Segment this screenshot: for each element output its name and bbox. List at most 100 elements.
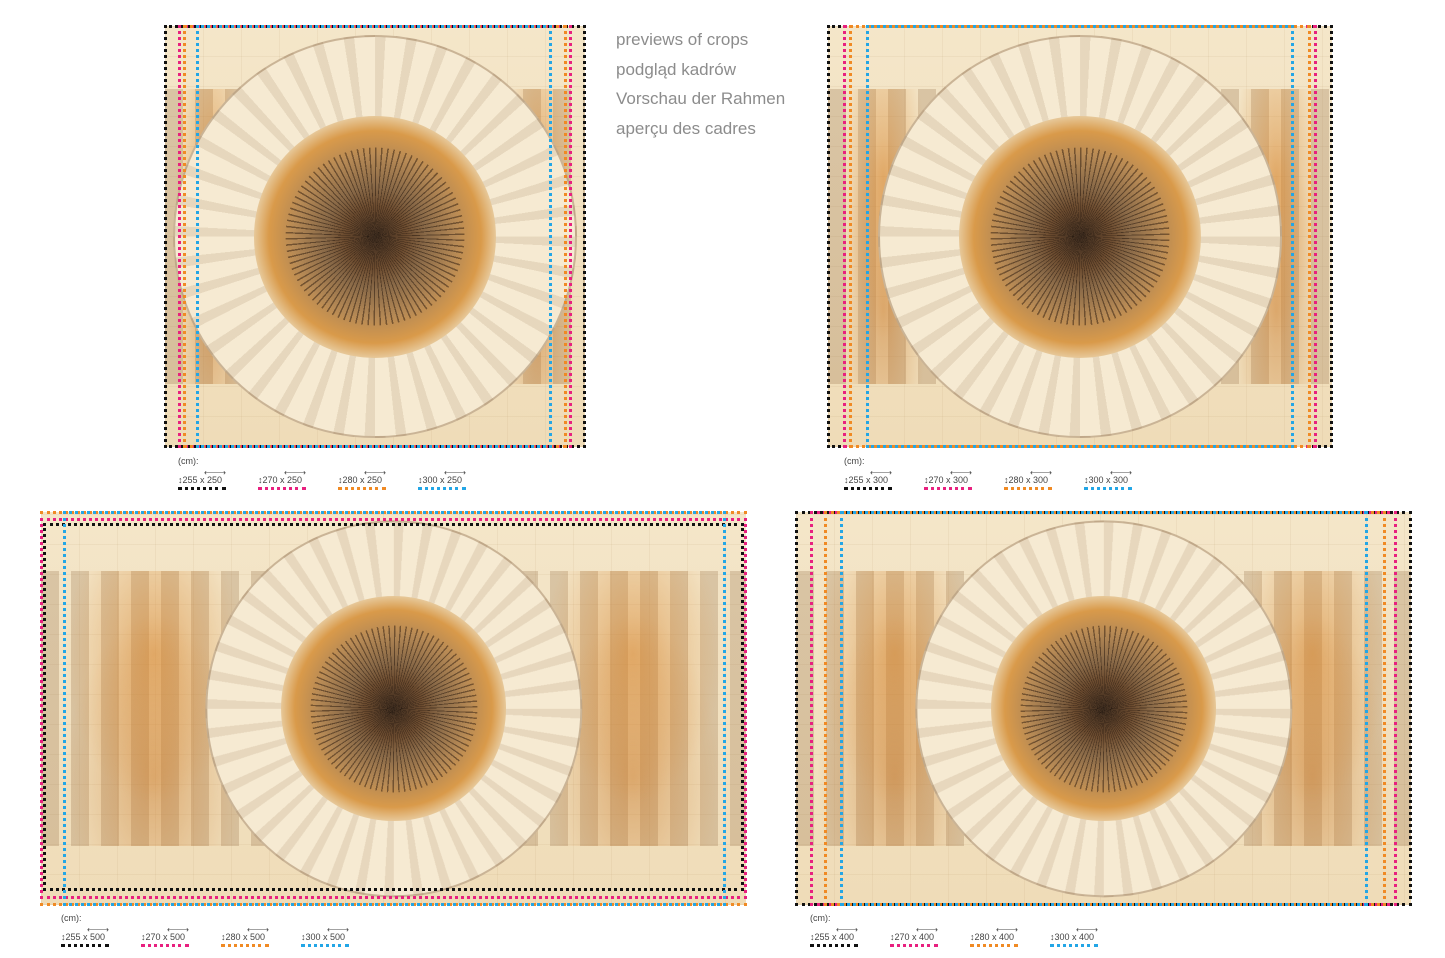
legend-swatch (61, 944, 109, 947)
legend-item-255: ⟵⟶ ↕255 x 300 (844, 468, 924, 490)
legend-item-280: ⟵⟶ ↕280 x 500 (221, 925, 301, 947)
crop-frame-300-x-250 (196, 25, 552, 448)
legend-size-label: 300 x 300 (1088, 475, 1129, 485)
legend-item-255: ⟵⟶ ↕255 x 250 (178, 468, 258, 490)
legend-swatch (1084, 487, 1132, 490)
legend-swatch (178, 487, 226, 490)
legend-item-300: ⟵⟶ ↕300 x 500 (301, 925, 381, 947)
legend-size-label: 270 x 500 (145, 932, 186, 942)
legend-swatch (970, 944, 1018, 947)
crop-frame-270-x-500 (40, 518, 747, 899)
legend-swatch (890, 944, 938, 947)
size-legend: (cm): ⟵⟶ ↕255 x 250 ⟵⟶ ↕270 x 250 ⟵⟶ ↕280 x 25… (178, 456, 498, 490)
width-arrow-icon: ⟵⟶ (836, 925, 858, 934)
height-arrow-icon: ↕ (301, 932, 306, 942)
legend-size-label: 300 x 500 (305, 932, 346, 942)
legend-item-270: ⟵⟶ ↕270 x 300 (924, 468, 1004, 490)
legend-swatch (258, 487, 306, 490)
height-arrow-icon: ↕ (141, 932, 146, 942)
artwork-preview-400 (796, 512, 1411, 905)
height-arrow-icon: ↕ (1050, 932, 1055, 942)
size-legend: (cm): ⟵⟶ ↕255 x 300 ⟵⟶ ↕270 x 300 ⟵⟶ ↕280 x 30… (844, 456, 1164, 490)
heading-fr: aperçu des cadres (616, 118, 756, 138)
legend-swatch (338, 487, 386, 490)
height-arrow-icon: ↕ (1004, 475, 1009, 485)
legend-item-255: ⟵⟶ ↕255 x 500 (61, 925, 141, 947)
legend-size-label: 270 x 250 (262, 475, 303, 485)
legend-swatch (1004, 487, 1052, 490)
artwork-preview-300 (828, 26, 1332, 447)
width-arrow-icon: ⟵⟶ (916, 925, 938, 934)
height-arrow-icon: ↕ (61, 932, 66, 942)
legend-size-label: 255 x 250 (182, 475, 223, 485)
unit-label: (cm): (844, 456, 865, 466)
legend-item-255: ⟵⟶ ↕255 x 400 (810, 925, 890, 947)
unit-label: (cm): (810, 913, 831, 923)
height-arrow-icon: ↕ (178, 475, 183, 485)
width-arrow-icon: ⟵⟶ (327, 925, 349, 934)
width-arrow-icon: ⟵⟶ (1030, 468, 1052, 477)
legend-item-300: ⟵⟶ ↕300 x 400 (1050, 925, 1130, 947)
legend-item-270: ⟵⟶ ↕270 x 500 (141, 925, 221, 947)
legend-swatch (1050, 944, 1098, 947)
legend-swatch (418, 487, 466, 490)
crop-frame-300-x-300 (866, 25, 1294, 448)
heading-de: Vorschau der Rahmen (616, 89, 786, 108)
width-arrow-icon: ⟵⟶ (167, 925, 189, 934)
legend-item-280: ⟵⟶ ↕280 x 250 (338, 468, 418, 490)
width-arrow-icon: ⟵⟶ (444, 468, 466, 477)
legend-size-label: 280 x 250 (342, 475, 383, 485)
artwork-preview-500 (41, 512, 746, 905)
height-arrow-icon: ↕ (890, 932, 895, 942)
legend-swatch (810, 944, 858, 947)
height-arrow-icon: ↕ (924, 475, 929, 485)
unit-label: (cm): (61, 913, 82, 923)
width-arrow-icon: ⟵⟶ (284, 468, 306, 477)
legend-item-270: ⟵⟶ ↕270 x 250 (258, 468, 338, 490)
legend-size-label: 255 x 500 (65, 932, 106, 942)
legend-swatch (924, 487, 972, 490)
legend-size-label: 255 x 300 (848, 475, 889, 485)
legend-item-280: ⟵⟶ ↕280 x 400 (970, 925, 1050, 947)
width-arrow-icon: ⟵⟶ (87, 925, 109, 934)
legend-swatch (141, 944, 189, 947)
legend-size-label: 280 x 300 (1008, 475, 1049, 485)
width-arrow-icon: ⟵⟶ (364, 468, 386, 477)
width-arrow-icon: ⟵⟶ (870, 468, 892, 477)
legend-size-label: 300 x 250 (422, 475, 463, 485)
height-arrow-icon: ↕ (1084, 475, 1089, 485)
heading: previews of crops podgląd kadrów Vorscha… (616, 25, 785, 143)
legend-swatch (301, 944, 349, 947)
width-arrow-icon: ⟵⟶ (247, 925, 269, 934)
height-arrow-icon: ↕ (970, 932, 975, 942)
width-arrow-icon: ⟵⟶ (996, 925, 1018, 934)
legend-size-label: 280 x 400 (974, 932, 1015, 942)
legend-item-270: ⟵⟶ ↕270 x 400 (890, 925, 970, 947)
width-arrow-icon: ⟵⟶ (1076, 925, 1098, 934)
legend-size-label: 255 x 400 (814, 932, 855, 942)
legend-size-label: 280 x 500 (225, 932, 266, 942)
width-arrow-icon: ⟵⟶ (204, 468, 226, 477)
heading-en: previews of crops (616, 30, 749, 49)
height-arrow-icon: ↕ (810, 932, 815, 942)
height-arrow-icon: ↕ (221, 932, 226, 942)
legend-item-280: ⟵⟶ ↕280 x 300 (1004, 468, 1084, 490)
size-legend: (cm): ⟵⟶ ↕255 x 400 ⟵⟶ ↕270 x 400 ⟵⟶ ↕280 x 40… (810, 913, 1130, 947)
width-arrow-icon: ⟵⟶ (950, 468, 972, 477)
legend-item-300: ⟵⟶ ↕300 x 300 (1084, 468, 1164, 490)
height-arrow-icon: ↕ (418, 475, 423, 485)
heading-pl: podgląd kadrów (616, 59, 737, 79)
height-arrow-icon: ↕ (844, 475, 849, 485)
height-arrow-icon: ↕ (258, 475, 263, 485)
width-arrow-icon: ⟵⟶ (1110, 468, 1132, 477)
size-legend: (cm): ⟵⟶ ↕255 x 500 ⟵⟶ ↕270 x 500 ⟵⟶ ↕280 x 50… (61, 913, 381, 947)
legend-size-label: 270 x 300 (928, 475, 969, 485)
legend-item-300: ⟵⟶ ↕300 x 250 (418, 468, 498, 490)
legend-swatch (844, 487, 892, 490)
legend-swatch (221, 944, 269, 947)
crop-frame-300-x-500 (63, 511, 726, 906)
unit-label: (cm): (178, 456, 199, 466)
crop-frame-300-x-400 (840, 511, 1368, 906)
height-arrow-icon: ↕ (338, 475, 343, 485)
legend-size-label: 270 x 400 (894, 932, 935, 942)
